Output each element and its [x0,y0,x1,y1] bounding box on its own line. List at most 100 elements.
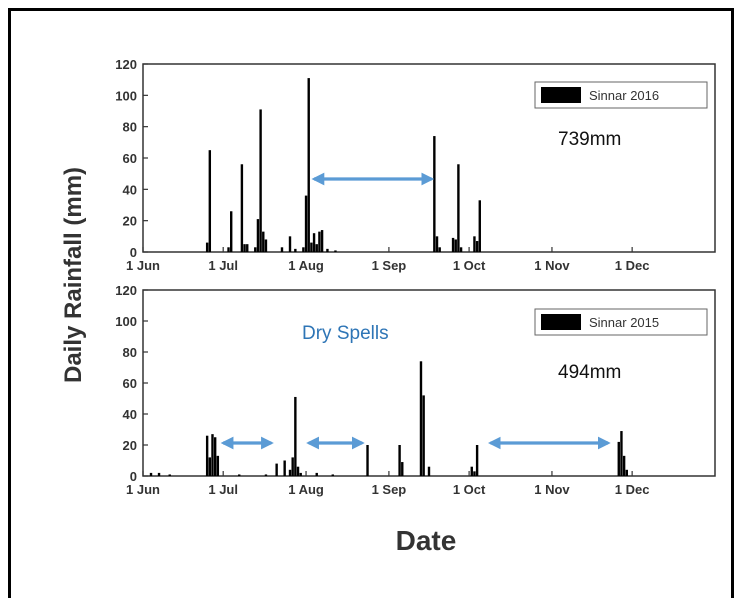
rainfall-bar [230,211,233,252]
rainfall-bar [246,244,249,252]
x-tick-label: 1 Nov [534,258,570,273]
rainfall-bar [622,455,626,476]
rainfall-bar [256,219,260,252]
rainfall-bar [419,361,423,476]
x-tick-label: 1 Dec [615,482,650,497]
rainfall-bar [213,437,217,476]
rainfall-bar [304,195,308,252]
rainfall-bar [302,247,305,252]
rainfall-bar [334,250,337,252]
legend: Sinnar 2015 [534,308,708,336]
x-tick-label: 1 Sep [372,482,407,497]
panel-sinnar-2015: 0 20 40 60 80 100 120 1 Jun 1 Jul 1 Aug 1 Sep 1 Oct… [115,283,716,497]
rainfall-bar [294,248,297,252]
figure-frame [8,8,734,598]
y-tick-label: 80 [123,345,137,360]
y-tick-label: 0 [130,469,137,484]
rainfall-bar [227,247,230,252]
rainfall-bar [422,395,425,476]
rainfall-bar [401,462,404,476]
y-tick-label: 40 [123,407,137,422]
rainfall-bar [433,136,436,252]
rainfall-bar [254,247,257,252]
y-axis-title: Daily Rainfall (mm) [60,167,87,383]
rainfall-bar [264,239,268,252]
rainfall-bar [398,445,401,476]
rainfall-bar [205,435,209,476]
rainfall-bar [310,242,313,252]
rainfall-bar [264,474,268,476]
y-tick-label: 100 [115,88,137,103]
x-tick-label: 1 Jun [126,258,160,273]
rainfall-bar [288,236,292,252]
rainfall-bar [240,164,244,252]
rainfall-bar [280,247,284,252]
rainfall-bar [211,434,214,476]
rainfall-bar [149,472,153,476]
x-tick-label: 1 Jul [208,258,238,273]
rainfall-bar [326,248,329,252]
rainfall-bar [275,463,278,476]
rainfall-bar [259,109,262,252]
rainfall-bar [262,231,265,252]
rainfall-bar [208,457,212,476]
rainfall-bar [168,474,171,476]
rainfall-bar [470,466,473,476]
y-tick-label: 20 [123,438,137,453]
rainfall-bar [427,466,431,476]
rainfall-bar [208,150,212,252]
rainfall-bar [318,231,321,252]
x-tick-label: 1 Jun [126,482,160,497]
x-axis-title: Date [396,525,457,556]
rainfall-bar [205,242,209,252]
rainfall-bar [288,469,292,476]
y-tick-label: 120 [115,283,137,298]
rainfall-total: 494mm [558,362,621,383]
rainfall-bar [435,236,439,252]
rainfall-bar [475,241,479,252]
y-tick-label: 80 [123,120,137,135]
legend-swatch [541,87,581,103]
rainfall-bar [299,472,302,476]
rainfall-bar [320,230,324,252]
x-tick-label: 1 Oct [453,482,486,497]
rainfall-bar [438,247,441,252]
rainfall-bar [157,472,161,476]
x-tick-label: 1 Oct [453,258,486,273]
rainfall-bar [307,78,310,252]
rainfall-bar [478,200,481,252]
rainfall-bar [459,247,463,252]
y-tick-label: 20 [123,214,137,229]
rainfall-bar [312,233,316,252]
rainfall-bar [283,460,286,476]
legend-label: Sinnar 2016 [589,88,659,103]
rainfall-bar [296,466,300,476]
rainfall-bar [243,244,246,252]
rainfall-bar [366,445,369,476]
rainfall-bar [451,237,455,252]
rainfall-bar [331,474,334,476]
x-tick-label: 1 Sep [372,258,407,273]
rainfall-bar [473,236,476,252]
rainfall-bar [294,396,297,476]
x-tick-label: 1 Nov [534,482,570,497]
y-tick-label: 40 [123,182,137,197]
rainfall-bar [315,244,318,252]
x-tick-label: 1 Aug [288,258,324,273]
rainfall-bar [475,445,479,476]
panel-sinnar-2016: 0 20 40 60 80 100 120 1 Jun 1 Jul 1 Aug 1 Sep 1 Oct… [115,57,716,273]
rainfall-bar [454,239,457,252]
legend-label: Sinnar 2015 [589,315,659,330]
x-tick-label: 1 Aug [288,482,324,497]
y-tick-label: 60 [123,376,137,391]
rainfall-bar [216,455,220,476]
x-tick-label: 1 Dec [615,258,650,273]
rainfall-bar [620,431,623,476]
legend: Sinnar 2016 [534,81,708,109]
y-tick-label: 120 [115,57,137,72]
rainfall-bar [625,469,628,476]
y-tick-label: 100 [115,314,137,329]
dry-spells-label: Dry Spells [302,323,389,344]
rainfall-bar [617,441,620,476]
